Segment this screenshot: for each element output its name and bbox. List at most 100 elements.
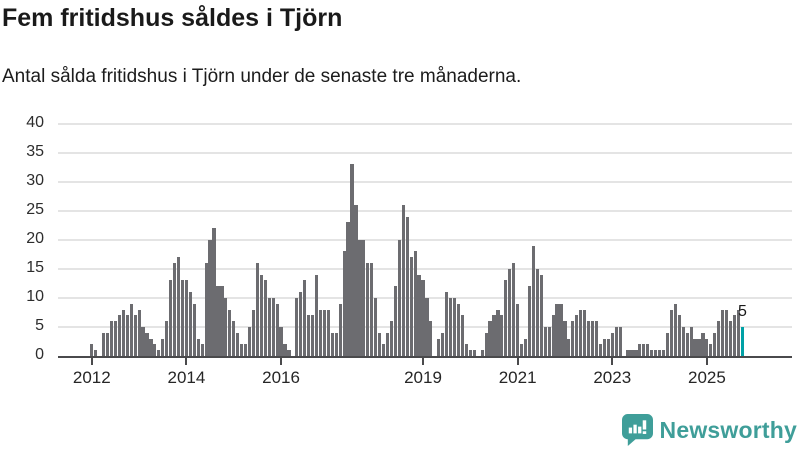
bar bbox=[374, 297, 378, 356]
bar bbox=[583, 309, 587, 356]
x-axis-tick-2016 bbox=[280, 358, 283, 365]
bar bbox=[689, 326, 693, 356]
bar bbox=[338, 303, 342, 356]
bar bbox=[496, 309, 500, 356]
bar bbox=[109, 321, 114, 356]
gridline-y-25 bbox=[58, 209, 792, 212]
bar bbox=[523, 338, 528, 356]
bar bbox=[208, 239, 212, 356]
bar bbox=[673, 303, 677, 356]
bar bbox=[102, 332, 106, 356]
bar bbox=[705, 338, 709, 356]
bar bbox=[381, 344, 386, 356]
bar bbox=[638, 344, 642, 356]
bar bbox=[141, 326, 145, 356]
bar bbox=[519, 344, 524, 356]
bar bbox=[169, 280, 173, 356]
bar bbox=[216, 286, 220, 356]
bar bbox=[251, 309, 256, 356]
x-axis-label-2016: 2016 bbox=[262, 368, 300, 387]
bar bbox=[543, 326, 547, 356]
gridline-y-30 bbox=[58, 180, 792, 183]
bar bbox=[247, 326, 252, 356]
bar bbox=[389, 321, 394, 356]
bar bbox=[642, 344, 646, 356]
bar bbox=[161, 338, 165, 356]
bar bbox=[559, 303, 563, 356]
chart-title: Fem fritidshus såldes i Tjörn bbox=[2, 4, 343, 32]
x-axis-label-2021: 2021 bbox=[498, 368, 537, 387]
bar bbox=[318, 309, 323, 356]
bar bbox=[358, 239, 362, 356]
y-axis-label: 15 bbox=[26, 258, 44, 276]
bar bbox=[303, 280, 307, 356]
bar bbox=[287, 350, 291, 356]
bar bbox=[725, 309, 729, 356]
bar bbox=[654, 350, 658, 356]
bar bbox=[346, 222, 350, 356]
bar bbox=[113, 321, 118, 356]
bar bbox=[484, 332, 488, 356]
bar bbox=[279, 326, 283, 356]
bar bbox=[157, 350, 161, 356]
bar bbox=[441, 332, 445, 356]
y-axis-label: 35 bbox=[26, 142, 44, 160]
bar bbox=[701, 332, 705, 356]
bar bbox=[492, 315, 496, 356]
bar bbox=[350, 164, 354, 356]
bar bbox=[220, 286, 224, 356]
bar bbox=[271, 297, 275, 356]
bar bbox=[153, 344, 157, 356]
bar bbox=[413, 251, 417, 356]
bar bbox=[429, 321, 433, 356]
bar bbox=[342, 251, 346, 356]
bar bbox=[176, 257, 181, 356]
bar bbox=[464, 344, 468, 356]
y-axis-label: 40 bbox=[26, 113, 44, 131]
bar bbox=[362, 239, 366, 356]
bar bbox=[634, 350, 638, 356]
bar bbox=[587, 321, 591, 356]
bar bbox=[307, 315, 311, 356]
x-axis-label-2025: 2025 bbox=[687, 368, 726, 387]
bar bbox=[571, 321, 575, 356]
bar bbox=[551, 315, 555, 356]
bar bbox=[512, 263, 516, 356]
bar bbox=[330, 332, 334, 356]
x-axis-label-2023: 2023 bbox=[593, 368, 632, 387]
bar bbox=[531, 245, 535, 356]
bar bbox=[449, 297, 453, 356]
bar bbox=[283, 344, 287, 356]
x-axis-tick-2021 bbox=[516, 358, 519, 365]
bar bbox=[180, 280, 185, 356]
bar bbox=[117, 315, 121, 356]
bar bbox=[555, 303, 559, 356]
bar bbox=[401, 204, 405, 356]
bar bbox=[94, 350, 98, 356]
bar bbox=[409, 257, 413, 356]
x-axis-tick-2019 bbox=[422, 358, 424, 365]
y-axis-label: 25 bbox=[26, 200, 44, 218]
bar bbox=[728, 321, 733, 356]
bar bbox=[500, 315, 504, 356]
bar bbox=[267, 297, 271, 356]
bar bbox=[243, 344, 248, 356]
bar bbox=[173, 263, 177, 356]
newsworthy-brand: Newsworthy bbox=[621, 414, 797, 446]
x-axis-label-2019: 2019 bbox=[404, 368, 442, 387]
bar bbox=[610, 332, 614, 356]
bar bbox=[236, 332, 240, 356]
bar bbox=[563, 321, 567, 356]
bar bbox=[606, 338, 610, 356]
x-axis-label-2014: 2014 bbox=[167, 368, 206, 387]
bar bbox=[232, 321, 236, 356]
bar bbox=[165, 321, 169, 356]
bar bbox=[468, 350, 472, 356]
gridline-y-35 bbox=[58, 151, 792, 154]
bar bbox=[535, 268, 539, 356]
bar bbox=[311, 315, 315, 356]
bar bbox=[452, 297, 457, 356]
bar bbox=[669, 309, 673, 356]
bar bbox=[732, 315, 737, 356]
bar bbox=[192, 303, 196, 356]
